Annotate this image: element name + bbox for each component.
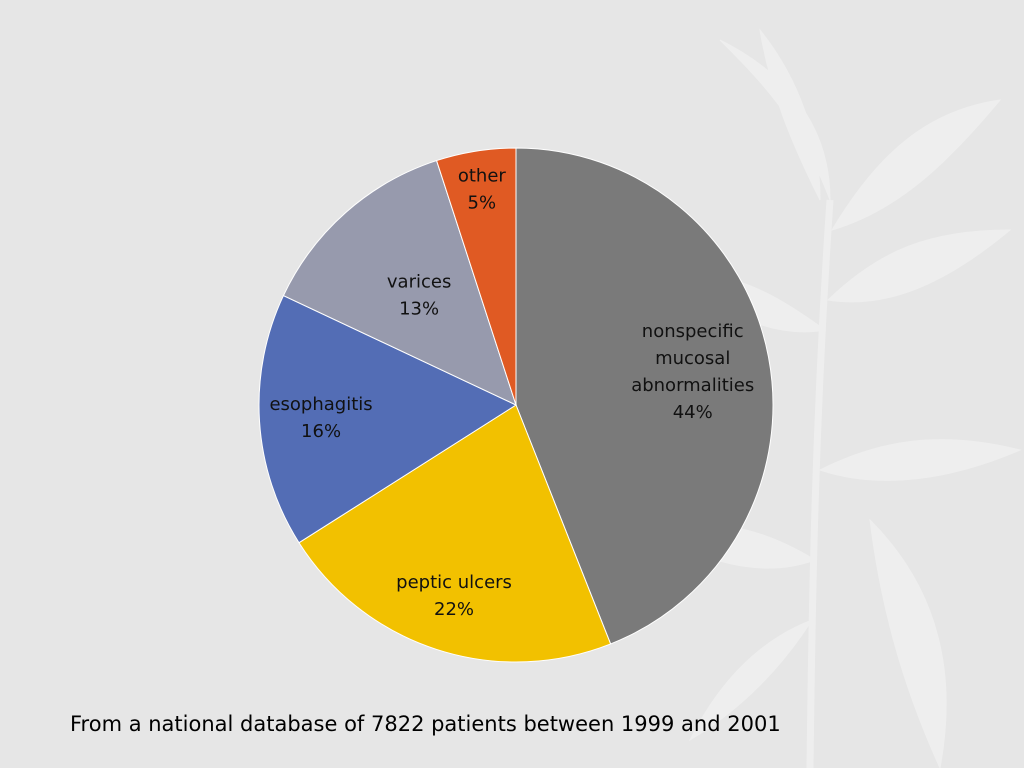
pie-labels: nonspecific mucosal abnormalities 44% peptic…: [269, 166, 754, 620]
pie-slice-label-4: other 5%: [458, 166, 507, 214]
pie-slice-value: 13%: [399, 299, 439, 320]
pie-slice-label-3: varices 13%: [387, 272, 451, 320]
pie-slice-name: peptic ulcers: [396, 572, 512, 593]
pie-slice-label-1: peptic ulcers 22%: [396, 572, 512, 620]
pie-slice-value: 44%: [673, 402, 713, 423]
pie-slice-value: 5%: [468, 193, 497, 214]
pie-slice-name: nonspecific: [642, 321, 744, 342]
pie-slice-name: mucosal: [655, 348, 730, 369]
pie-slice-value: 16%: [301, 421, 341, 442]
pie-slices: [258, 147, 774, 663]
pie-slice-value: 22%: [434, 599, 474, 620]
pie-slice-label-0: nonspecific mucosal abnormalities 44%: [631, 321, 754, 423]
pie-slice-0: [515, 147, 774, 645]
pie-slice-name: other: [458, 166, 507, 187]
pie-slice-2: [258, 294, 518, 544]
pie-slice-name: abnormalities: [631, 375, 754, 396]
pie-slice-1: [298, 404, 612, 663]
pie-slice-name: esophagitis: [269, 394, 372, 415]
pie-slice-4: [435, 147, 517, 406]
pie-slice-3: [282, 159, 517, 406]
caption: From a national database of 7822 patient…: [70, 712, 781, 736]
pie-slice-name: varices: [387, 272, 451, 293]
pie-slice-label-2: esophagitis 16%: [269, 394, 372, 442]
